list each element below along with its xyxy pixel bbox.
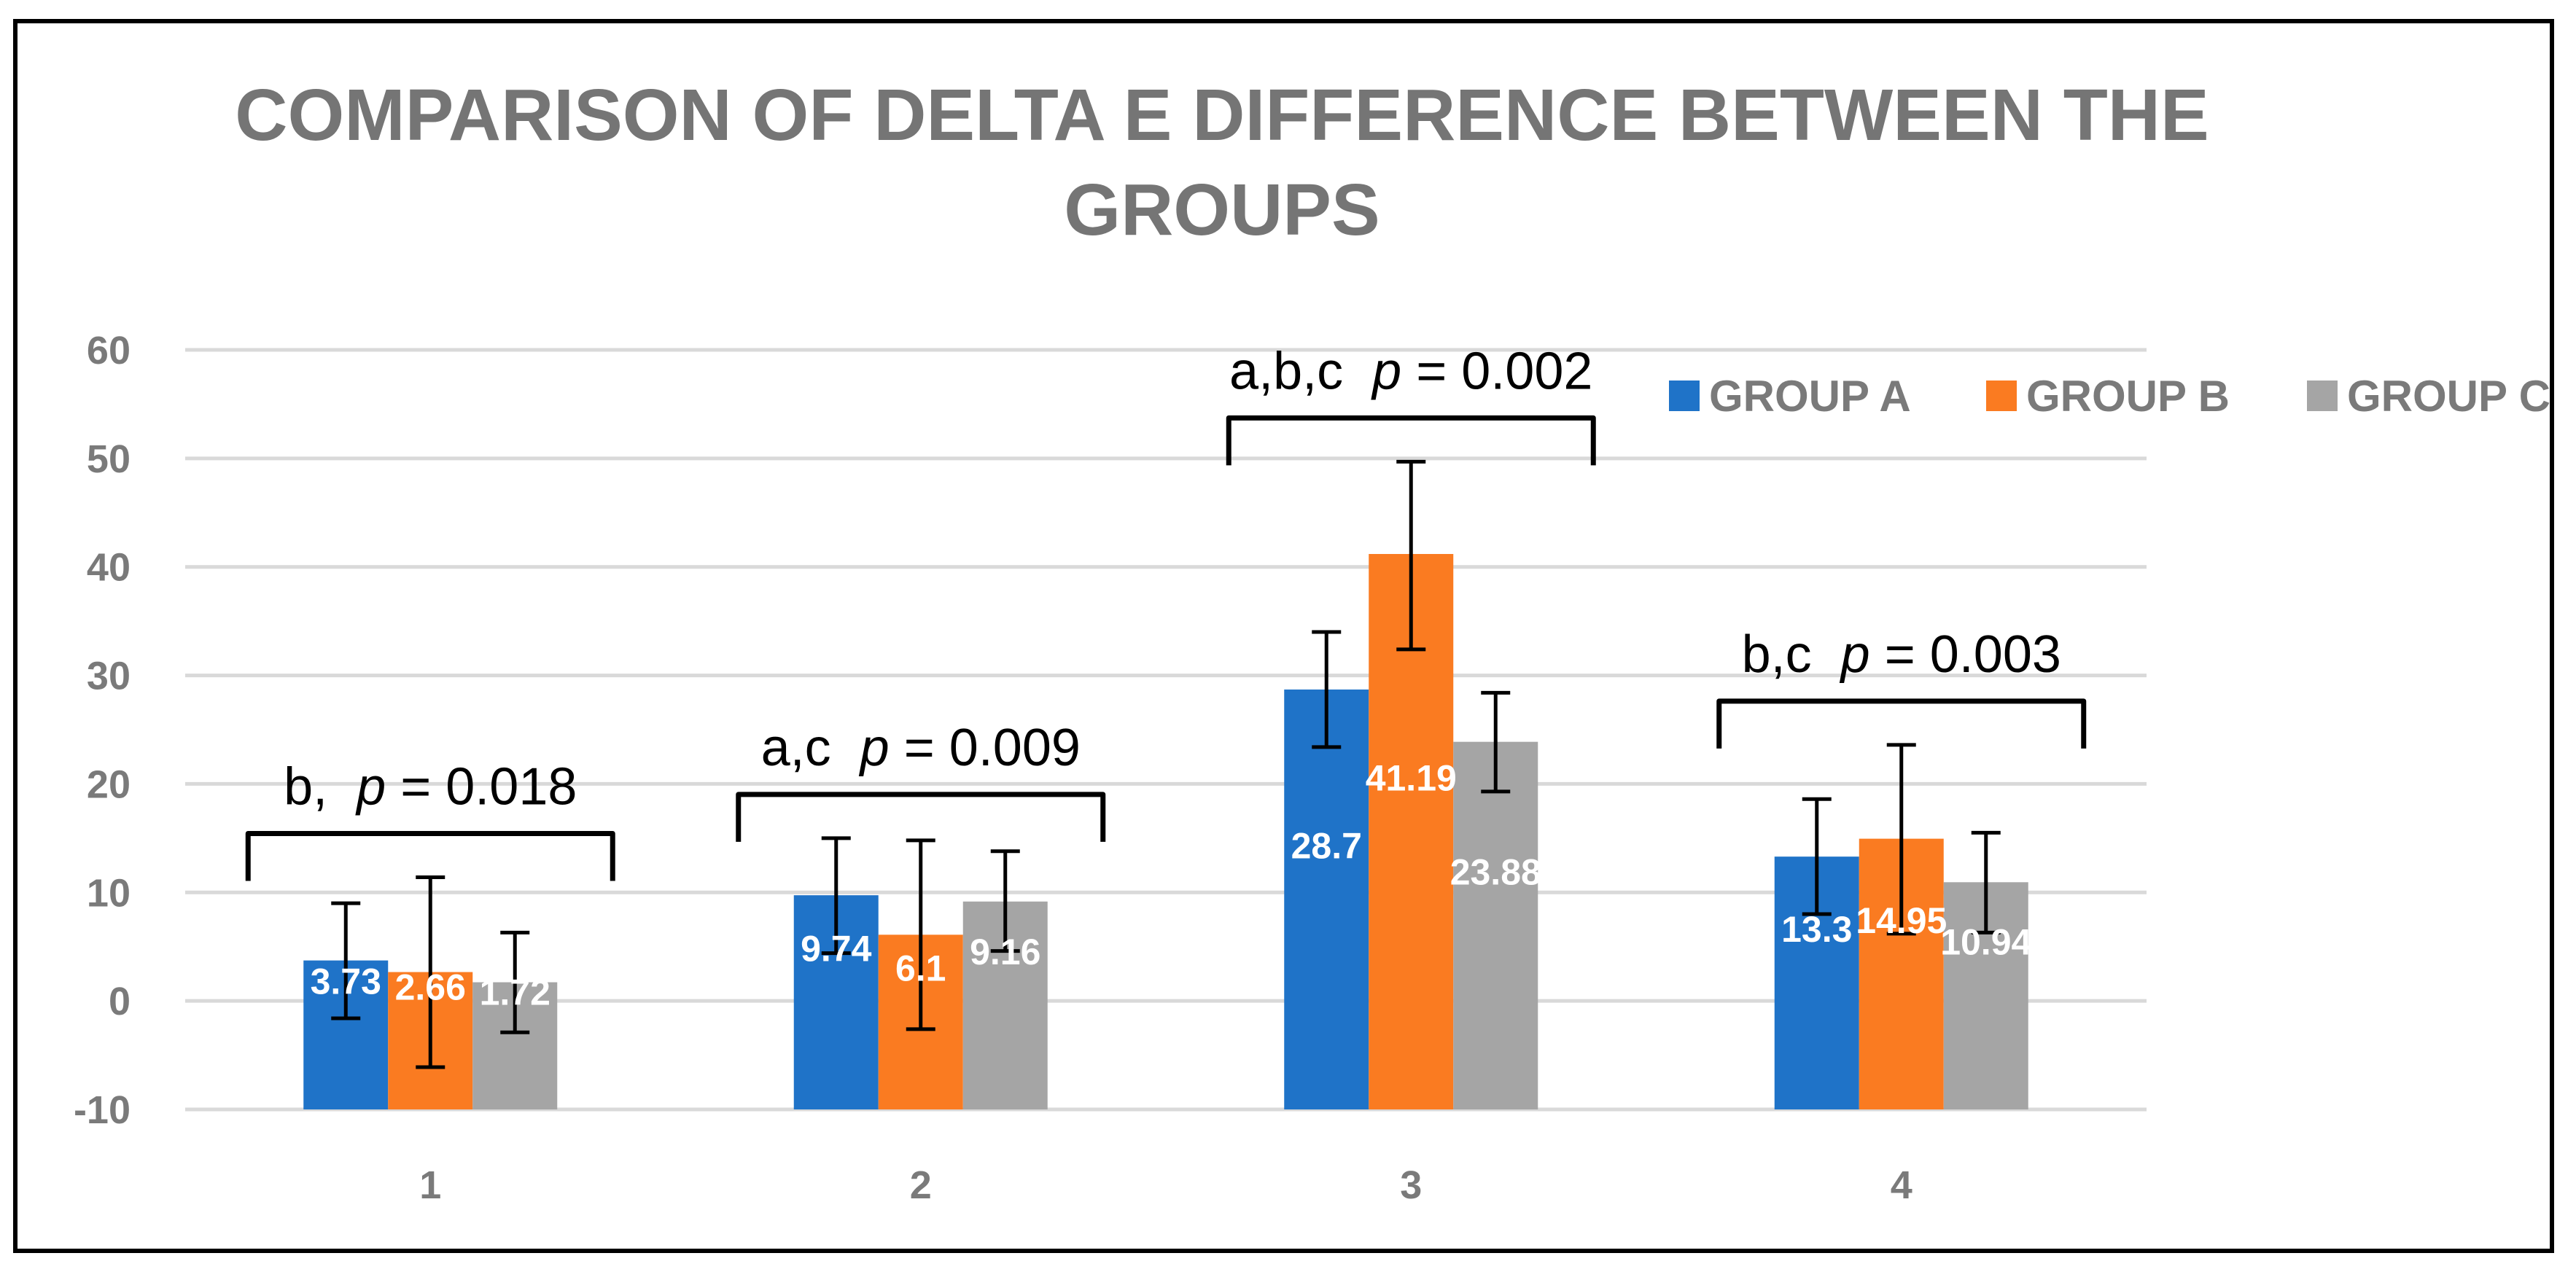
y-axis-ticks: -10 0 10 20 30 40 50 60 [74,329,131,1132]
data-label-group-b-1: 2.66 [395,967,466,1007]
annotation-p-value: = 0.009 [890,719,1081,777]
p-value-annotation: b,c p = 0.003 [1742,625,2061,684]
y-tick-label-40: 40 [87,546,131,590]
annotation-p-symbol: p [859,719,890,777]
data-label-group-a-1: 3.73 [311,961,381,1002]
legend-label: GROUP C [2347,372,2550,421]
y-tick-label-60: 60 [87,329,131,372]
bar-group-a-3 [1284,689,1369,1109]
bracket-line [1716,698,2087,749]
legend-item-group-b: GROUP B [1986,372,2230,421]
x-tick-label-1: 1 [419,1163,441,1207]
error-bar-group-a-1 [331,901,361,1021]
legend-label: GROUP A [1709,372,1911,421]
error-bar-group-a-2 [821,836,851,956]
x-tick-label-3: 3 [1400,1163,1422,1207]
legend-swatch [1669,381,1700,411]
data-label-group-c-2: 9.16 [970,932,1040,972]
bar-chart: COMPARISON OF DELTA E DIFFERENCE BETWEEN… [74,74,2550,1207]
annotation-groups: a,c [761,719,860,777]
y-tick-label-50: 50 [87,437,131,481]
bracket-line [1226,415,1596,466]
x-axis-ticks: 1 2 3 4 [419,1163,1912,1207]
error-bar-group-b-3 [1396,459,1426,652]
data-labels: 3.73 9.74 28.7 13.3 2.66 6.1 41.19 14.95 1.72 9.1… [311,758,2032,1013]
bracket-line [736,792,1106,842]
y-tick-label-0: 0 [109,980,131,1023]
data-label-group-a-3: 28.7 [1291,826,1362,867]
bracket-line [245,830,615,881]
x-tick-label-2: 2 [910,1163,932,1207]
legend: GROUP A GROUP B GROUP C [1669,372,2550,421]
annotation-groups: a,b,c [1229,342,1372,400]
chart-title-line-1: COMPARISON OF DELTA E DIFFERENCE BETWEEN… [235,74,2209,156]
data-label-group-a-2: 9.74 [801,929,872,969]
annotation-p-symbol: p [355,757,386,816]
data-label-group-b-2: 6.1 [895,948,946,989]
annotation-p-value: = 0.002 [1401,342,1592,400]
data-label-group-c-3: 23.88 [1450,851,1541,892]
error-bars [331,459,2001,1069]
significance-bracket-4: b,c p = 0.003 [1716,625,2087,749]
error-bar-group-b-1 [416,875,445,1069]
annotation-p-symbol: p [1840,625,1870,684]
significance-bracket-2: a,c p = 0.009 [736,719,1106,842]
chart-title-line-2: GROUPS [1064,169,1380,251]
data-label-group-c-1: 1.72 [480,972,550,1012]
data-label-group-a-4: 13.3 [1781,909,1852,950]
legend-label: GROUP B [2026,372,2230,421]
data-label-group-c-4: 10.94 [1940,922,2031,963]
significance-bracket-1: b, p = 0.018 [245,757,615,881]
legend-swatch [1986,381,2017,411]
bars [303,554,2028,1109]
p-value-annotation: b, p = 0.018 [284,757,577,816]
error-bar-group-b-4 [1886,743,1916,936]
error-bar-group-c-4 [1971,830,2001,934]
error-bar-group-b-2 [906,838,935,1031]
y-tick-label-20: 20 [87,762,131,806]
annotation-p-symbol: p [1371,342,1401,400]
y-tick-label--10: -10 [74,1088,131,1132]
legend-swatch [2307,381,2338,411]
error-bar-group-a-3 [1312,630,1342,749]
bar-group-c-3 [1453,741,1538,1109]
y-tick-label-30: 30 [87,655,131,698]
annotation-groups: b, [284,757,357,816]
chart-frame: COMPARISON OF DELTA E DIFFERENCE BETWEEN… [13,19,2554,1253]
p-value-annotation: a,b,c p = 0.002 [1229,342,1592,400]
legend-item-group-c: GROUP C [2307,372,2550,421]
p-value-annotation: a,c p = 0.009 [761,719,1081,777]
significance-bracket-3: a,b,c p = 0.002 [1226,342,1596,466]
annotation-groups: b,c [1742,625,1841,684]
error-bar-group-c-1 [500,930,530,1034]
annotation-p-value: = 0.003 [1870,625,2061,684]
data-label-group-b-3: 41.19 [1366,758,1457,799]
x-tick-label-4: 4 [1891,1163,1912,1207]
annotation-p-value: = 0.018 [386,757,577,816]
error-bar-group-c-2 [990,849,1020,953]
y-tick-label-10: 10 [87,871,131,915]
error-bar-group-c-3 [1481,690,1511,794]
error-bar-group-a-4 [1802,797,1832,916]
significance-annotations: b, p = 0.018 a,c p = 0.009 a,b,c p = 0.002… [245,342,2087,881]
data-label-group-b-4: 14.95 [1856,900,1947,941]
legend-item-group-a: GROUP A [1669,372,1911,421]
